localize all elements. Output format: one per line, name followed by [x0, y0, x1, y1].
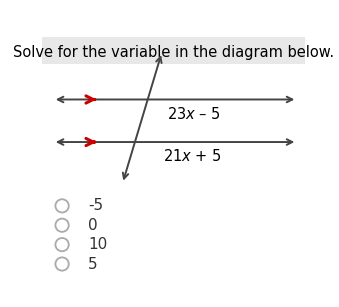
- Text: 5: 5: [88, 257, 98, 271]
- Text: -5: -5: [88, 198, 103, 213]
- Text: 10: 10: [88, 237, 107, 252]
- FancyBboxPatch shape: [42, 37, 305, 64]
- Text: Solve for the variable in the diagram below.: Solve for the variable in the diagram be…: [13, 45, 334, 60]
- Text: 0: 0: [88, 218, 98, 233]
- Text: 23$x$ – 5: 23$x$ – 5: [167, 106, 221, 122]
- Text: 21$x$ + 5: 21$x$ + 5: [163, 148, 222, 164]
